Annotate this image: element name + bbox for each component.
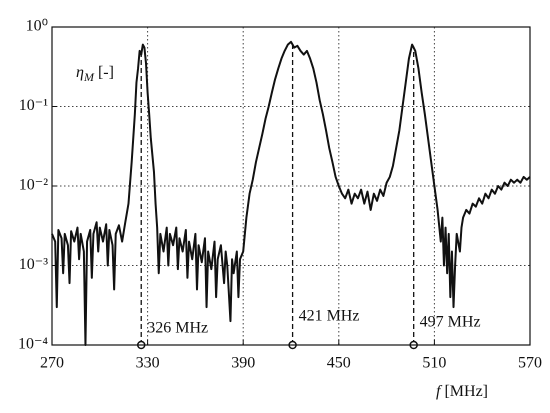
y-label-subscript: M	[83, 70, 95, 84]
x-tick-label: 510	[422, 355, 446, 372]
peak-label: 326 MHz	[147, 320, 208, 337]
data-line	[51, 40, 531, 346]
y-label-unit: [-]	[98, 64, 114, 81]
y-label-symbol: η	[76, 64, 84, 81]
x-label-unit: [MHz]	[444, 383, 488, 400]
x-label-symbol: f	[436, 383, 443, 400]
y-tick-label: 10⁻¹	[19, 97, 48, 114]
plot-frame	[51, 26, 531, 346]
y-axis-label: ηM [-]	[76, 64, 114, 84]
y-tick-label: 10⁰	[26, 18, 48, 35]
x-tick-label: 390	[231, 355, 255, 372]
y-tick-label: 10⁻⁴	[18, 336, 48, 353]
peak-label: 421 MHz	[299, 308, 360, 325]
x-tick-label: 450	[327, 355, 351, 372]
x-tick-label: 330	[136, 355, 160, 372]
y-tick-label: 10⁻²	[19, 177, 48, 194]
y-tick-label: 10⁻³	[19, 256, 48, 273]
x-tick-label: 570	[518, 355, 542, 372]
y-label-bg	[74, 60, 132, 84]
peak-label: 497 MHz	[420, 314, 481, 331]
x-tick-label: 270	[40, 355, 64, 372]
x-axis-label: f [MHz]	[436, 383, 488, 400]
